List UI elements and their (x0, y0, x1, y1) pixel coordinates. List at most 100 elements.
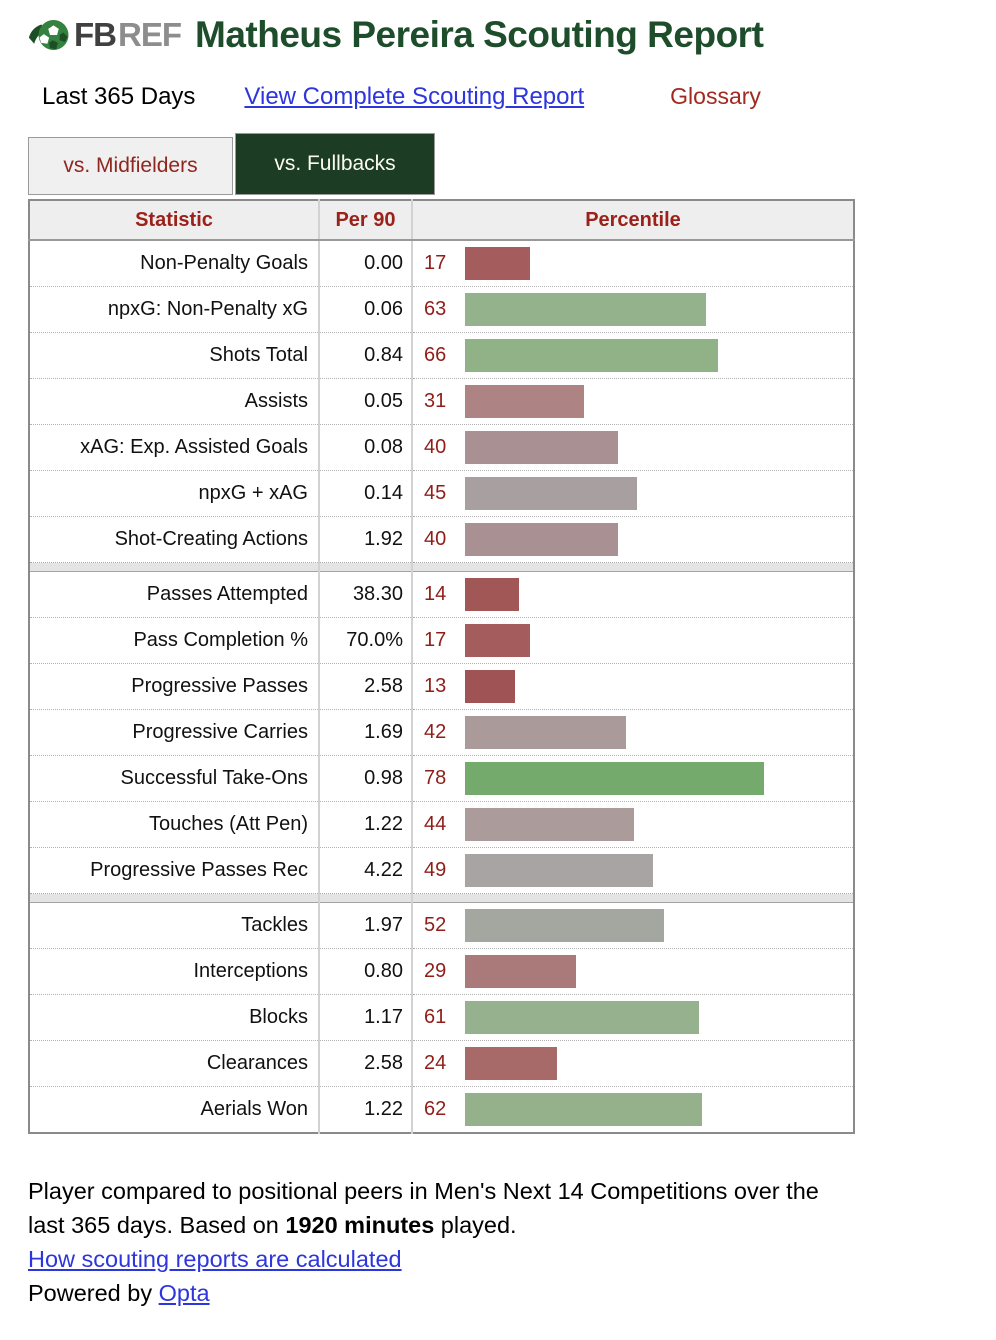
statistic-label: Successful Take-Ons (29, 755, 320, 802)
percentile-wrap: 31 (413, 379, 853, 424)
percentile-bar (465, 578, 519, 611)
logo-text-fb: FB (74, 16, 117, 53)
percentile-wrap: 52 (413, 903, 853, 948)
percentile-number: 40 (424, 436, 447, 458)
percentile-wrap: 45 (413, 471, 853, 516)
percentile-number: 78 (424, 767, 447, 789)
page-title: Matheus Pereira Scouting Report (195, 14, 764, 55)
per90-value: 0.08 (319, 424, 413, 471)
tab-vs-midfielders[interactable]: vs. Midfielders (28, 137, 233, 195)
per90-value: 0.84 (319, 332, 413, 379)
comparison-note-line1: Player compared to positional peers in M… (28, 1178, 819, 1204)
per90-value: 0.00 (319, 240, 413, 287)
percentile-bar-area (465, 293, 848, 326)
percentile-cell: 13 (412, 663, 854, 710)
table-row: Assists 0.05 31 (29, 378, 854, 425)
percentile-bar (465, 339, 718, 372)
statistic-label: Progressive Carries (29, 709, 320, 756)
percentile-bar (465, 909, 665, 942)
percentile-bar-area (465, 247, 848, 280)
table-row: Progressive Carries 1.69 42 (29, 709, 854, 756)
header: FB REF Matheus Pereira Scouting Report (28, 14, 968, 56)
table-row: Successful Take-Ons 0.98 78 (29, 755, 854, 802)
table-row: Shot-Creating Actions 1.92 40 (29, 516, 854, 563)
statistic-label: npxG + xAG (29, 470, 320, 517)
percentile-number: 45 (424, 482, 447, 504)
statistic-label: Pass Completion % (29, 617, 320, 664)
statistic-label: npxG: Non-Penalty xG (29, 286, 320, 333)
percentile-cell: 78 (412, 755, 854, 802)
per90-value: 0.14 (319, 470, 413, 517)
percentile-bar (465, 247, 531, 280)
percentile-number: 52 (424, 914, 447, 936)
tab-vs-fullbacks[interactable]: vs. Fullbacks (235, 133, 435, 195)
statistic-label: Shots Total (29, 332, 320, 379)
per90-value: 1.97 (319, 902, 413, 949)
percentile-bar (465, 955, 577, 988)
percentile-bar-area (465, 716, 848, 749)
percentile-number: 29 (424, 960, 447, 982)
per90-value: 2.58 (319, 663, 413, 710)
glossary-link[interactable]: Glossary (670, 83, 761, 109)
percentile-bar-area (465, 955, 848, 988)
percentile-wrap: 24 (413, 1041, 853, 1086)
percentile-number: 31 (424, 390, 447, 412)
how-calculated-link[interactable]: How scouting reports are calculated (28, 1246, 402, 1272)
subheader: Last 365 Days View Complete Scouting Rep… (28, 83, 968, 111)
percentile-cell: 29 (412, 948, 854, 995)
per90-value: 1.92 (319, 516, 413, 563)
comparison-note-line2-pre: last 365 days. Based on (28, 1212, 286, 1238)
powered-by-label: Powered by (28, 1280, 159, 1306)
stat-group: Passes Attempted 38.30 14 Pass Completio… (29, 571, 854, 894)
percentile-number: 17 (424, 252, 447, 274)
percentile-cell: 40 (412, 516, 854, 563)
table-row: npxG + xAG 0.14 45 (29, 470, 854, 517)
percentile-bar-area (465, 762, 848, 795)
fbref-logo[interactable]: FB REF (28, 16, 182, 54)
statistic-label: Non-Penalty Goals (29, 240, 320, 287)
per90-value: 38.30 (319, 571, 413, 618)
percentile-number: 49 (424, 859, 447, 881)
percentile-cell: 63 (412, 286, 854, 333)
footer: Player compared to positional peers in M… (28, 1174, 980, 1310)
period-label: Last 365 Days (42, 83, 196, 110)
column-header-percentile: Percentile (412, 200, 854, 241)
percentile-wrap: 62 (413, 1087, 853, 1132)
percentile-cell: 45 (412, 470, 854, 517)
percentile-wrap: 40 (413, 425, 853, 470)
table-row: Shots Total 0.84 66 (29, 332, 854, 379)
statistic-label: Interceptions (29, 948, 320, 995)
percentile-cell: 66 (412, 332, 854, 379)
statistic-label: Passes Attempted (29, 571, 320, 618)
percentile-bar (465, 1001, 699, 1034)
percentile-bar (465, 293, 707, 326)
per90-value: 4.22 (319, 847, 413, 894)
percentile-bar-area (465, 808, 848, 841)
per90-value: 1.22 (319, 801, 413, 848)
percentile-wrap: 63 (413, 287, 853, 332)
group-separator (29, 893, 854, 903)
percentile-bar-area (465, 385, 848, 418)
view-complete-report-link[interactable]: View Complete Scouting Report (244, 83, 585, 110)
position-tabs: vs. Midfielders vs. Fullbacks (28, 133, 968, 195)
percentile-cell: 31 (412, 378, 854, 425)
percentile-wrap: 29 (413, 949, 853, 994)
table-row: Non-Penalty Goals 0.00 17 (29, 240, 854, 287)
opta-link[interactable]: Opta (158, 1280, 210, 1306)
table-row: Interceptions 0.80 29 (29, 948, 854, 995)
statistic-label: Shot-Creating Actions (29, 516, 320, 563)
comparison-note-line2-post: played. (434, 1212, 517, 1238)
statistic-label: Tackles (29, 902, 320, 949)
comparison-note: Player compared to positional peers in M… (28, 1174, 980, 1242)
percentile-bar-area (465, 431, 848, 464)
percentile-bar (465, 808, 634, 841)
percentile-bar-area (465, 477, 848, 510)
statistic-label: Touches (Att Pen) (29, 801, 320, 848)
per90-value: 0.06 (319, 286, 413, 333)
percentile-cell: 14 (412, 572, 854, 618)
statistic-label: Aerials Won (29, 1086, 320, 1133)
table-row: Progressive Passes Rec 4.22 49 (29, 847, 854, 894)
statistic-label: Assists (29, 378, 320, 425)
table-row: Touches (Att Pen) 1.22 44 (29, 801, 854, 848)
minutes-played: 1920 minutes (285, 1212, 435, 1238)
